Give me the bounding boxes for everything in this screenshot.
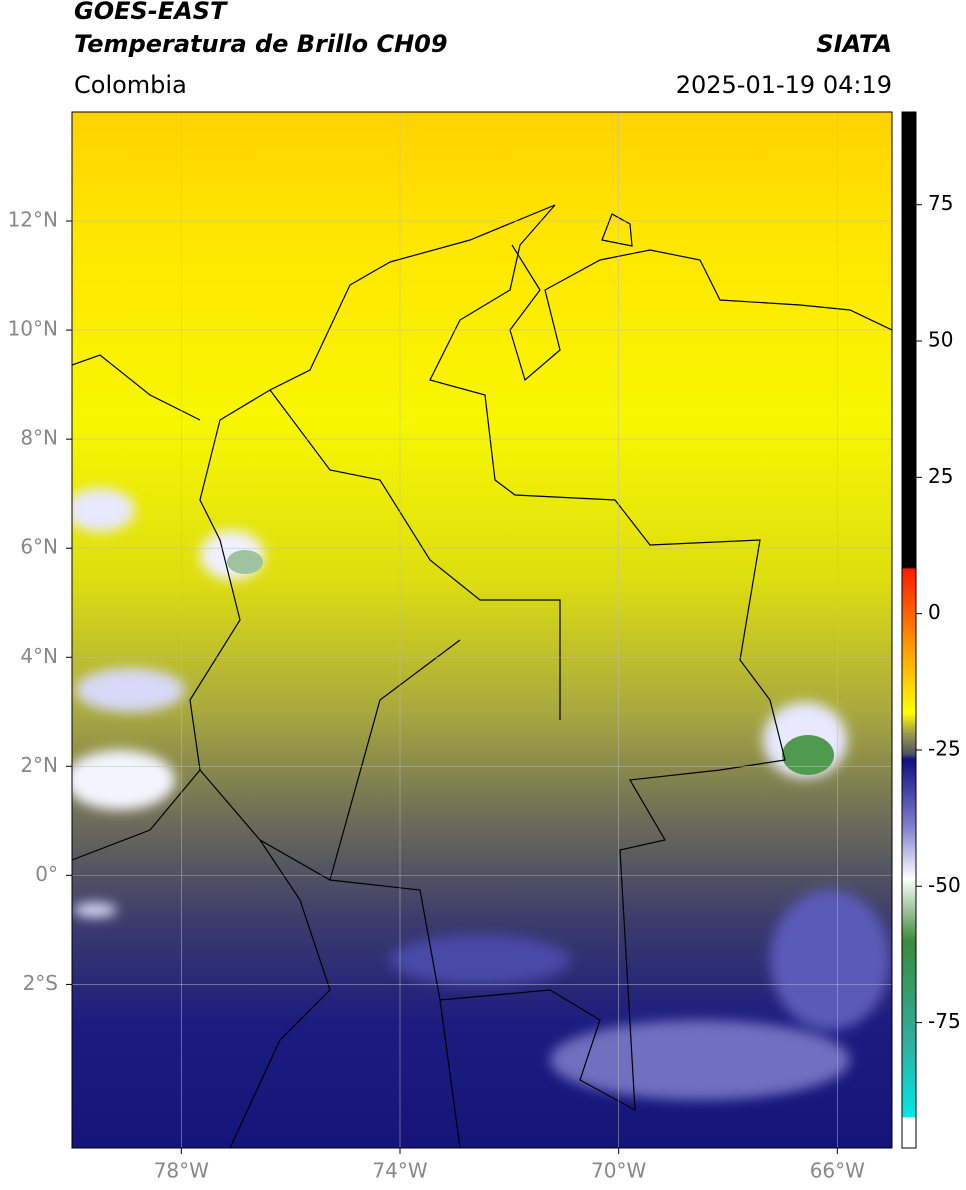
x-tick-label: 78°W <box>154 1159 209 1183</box>
brightness-field <box>72 112 892 1148</box>
clouds <box>72 488 890 1100</box>
imagery <box>72 112 892 1148</box>
colorbar <box>901 111 917 1149</box>
colorbar-tick-label: 0 <box>928 600 941 624</box>
y-tick-label: 2°S <box>23 971 58 995</box>
y-tick-label: 2°N <box>20 753 58 777</box>
datetime: 2025-01-19 04:19 <box>676 71 892 99</box>
x-tick-label: 74°W <box>372 1159 427 1183</box>
x-tick-label: 66°W <box>810 1159 865 1183</box>
product: Temperatura de Brillo CH09 <box>74 30 448 58</box>
cold-top <box>782 735 834 775</box>
colorbar-tick-label: 25 <box>928 464 953 488</box>
colorbar-tick-label: -25 <box>928 736 961 760</box>
y-tick-label: 12°N <box>8 208 58 232</box>
graticule <box>72 112 892 1148</box>
x-tick-label: 70°W <box>591 1159 646 1183</box>
region: Colombia <box>74 71 187 99</box>
colorbar-tick-label: 50 <box>928 328 953 352</box>
cold-top <box>227 550 263 574</box>
map-frame <box>71 111 893 1149</box>
y-tick-label: 8°N <box>20 426 58 450</box>
y-tick-label: 0° <box>35 862 58 886</box>
y-tick-label: 10°N <box>8 317 58 341</box>
y-tick-label: 4°N <box>20 644 58 668</box>
y-tick-label: 6°N <box>20 535 58 559</box>
satellite: GOES-EAST <box>74 0 228 25</box>
colorbar-tick-label: -50 <box>928 873 961 897</box>
colorbar-tick-label: 75 <box>928 191 953 215</box>
source: SIATA <box>816 30 892 58</box>
colorbar-tick-label: -75 <box>928 1009 961 1033</box>
